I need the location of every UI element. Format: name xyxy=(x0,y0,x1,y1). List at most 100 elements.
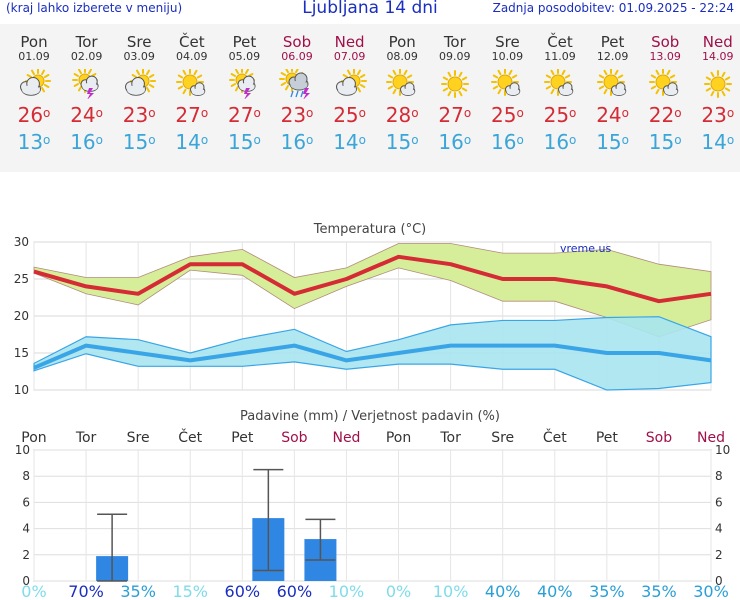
max-temperature: 25o xyxy=(543,103,577,127)
max-temperature-line xyxy=(33,254,712,304)
day-column: Čet 11.09 25o 16o xyxy=(534,24,586,172)
precipitation-day-label: Sre xyxy=(491,430,514,446)
min-temperature-line xyxy=(33,343,712,370)
sun-small-cloud-icon xyxy=(386,69,416,96)
precipitation-tick-label-right: 2 xyxy=(715,548,723,562)
sun-icon xyxy=(703,70,732,98)
min-temperature: 15o xyxy=(596,130,629,154)
day-name: Pon xyxy=(20,33,48,51)
max-temperature: 25o xyxy=(490,103,524,127)
precipitation-day-label: Čet xyxy=(543,428,567,446)
temperature-tick-label: 30 xyxy=(14,235,29,249)
precipitation-day-label: Pet xyxy=(231,430,254,446)
watermark: vreme.us xyxy=(560,242,612,255)
precipitation-tick-label-right: 10 xyxy=(715,443,730,457)
precipitation-probability: 35% xyxy=(120,582,156,600)
day-column: Tor 02.09 24o 16o xyxy=(61,24,113,172)
min-temperature: 13o xyxy=(17,130,51,154)
day-date: 14.09 xyxy=(702,50,734,63)
min-temperature: 14o xyxy=(333,130,366,154)
day-name: Sob xyxy=(651,33,680,51)
day-date: 08.09 xyxy=(386,50,418,63)
day-name: Ned xyxy=(702,33,733,51)
min-temperature: 14o xyxy=(701,130,735,154)
max-temperature: 22o xyxy=(648,103,682,127)
precipitation-day-label: Tor xyxy=(439,430,461,446)
precipitation-day-label: Pon xyxy=(21,430,46,446)
precipitation-day-label: Pon xyxy=(386,430,411,446)
day-name: Tor xyxy=(443,33,466,51)
day-name: Pet xyxy=(600,33,625,51)
day-date: 09.09 xyxy=(439,50,471,63)
sun-small-cloud-icon xyxy=(649,69,679,96)
day-date: 10.09 xyxy=(491,50,524,63)
sun-small-cloud-icon xyxy=(544,69,574,96)
day-name: Tor xyxy=(75,33,98,51)
max-temperature: 28o xyxy=(385,103,419,127)
daily-forecast-strip: Pon 01.09 26o 13o Tor 02.09 24o 16o Sre 03.09 23o 1… xyxy=(0,24,740,172)
max-temperature: 24o xyxy=(70,103,103,127)
header: (kraj lahko izberete v meniju) Ljubljana… xyxy=(0,0,740,22)
min-temperature: 16o xyxy=(490,130,524,154)
day-date: 11.09 xyxy=(544,50,576,63)
partly-cloudy-icon xyxy=(335,69,367,96)
day-name: Pon xyxy=(388,33,416,51)
day-date: 02.09 xyxy=(70,50,103,63)
day-column: Sob 06.09 23o 16o xyxy=(271,24,323,172)
day-name: Sob xyxy=(282,33,312,51)
day-date: 04.09 xyxy=(176,50,208,63)
precipitation-probability: 40% xyxy=(537,582,573,600)
precipitation-day-label: Sre xyxy=(127,430,150,446)
precipitation-tick-label-left: 0 xyxy=(22,574,30,588)
max-temperature: 23o xyxy=(701,103,735,127)
partly-cloudy-icon xyxy=(20,69,51,96)
max-temperature: 23o xyxy=(280,103,314,127)
precipitation-probability: 70% xyxy=(68,582,104,600)
temperature-tick-label: 20 xyxy=(14,309,29,323)
precipitation-probability: 35% xyxy=(641,582,677,600)
partly-cloudy-icon xyxy=(125,69,157,96)
precipitation-day-label: Čet xyxy=(178,428,202,446)
location-note: (kraj lahko izberete v meniju) xyxy=(6,1,183,15)
precipitation-tick-label-left: 8 xyxy=(22,469,30,483)
max-temperature: 26o xyxy=(17,103,51,127)
precipitation-probability: 60% xyxy=(225,582,261,600)
max-temperature: 24o xyxy=(596,103,629,127)
precipitation-probability: 35% xyxy=(589,582,625,600)
min-temperature: 16o xyxy=(70,130,103,154)
day-column: Sre 10.09 25o 16o xyxy=(481,24,533,172)
min-temperature: 15o xyxy=(227,130,261,154)
day-column: Sre 03.09 23o 15o xyxy=(113,24,165,172)
min-temperature: 15o xyxy=(648,130,682,154)
day-column: Pon 01.09 26o 13o xyxy=(8,24,60,172)
precipitation-probability: 0% xyxy=(386,582,411,600)
temperature-chart-title: Temperatura (°C) xyxy=(313,222,426,237)
min-temperature: 16o xyxy=(543,130,577,154)
precipitation-day-label: Ned xyxy=(332,430,360,446)
day-name: Sre xyxy=(495,33,520,51)
precipitation-tick-label-left: 6 xyxy=(22,495,30,509)
day-name: Sre xyxy=(126,33,152,51)
min-temperature: 16o xyxy=(438,130,472,154)
page-title: Ljubljana 14 dni xyxy=(302,0,438,18)
day-date: 03.09 xyxy=(123,50,155,63)
max-temperature: 27o xyxy=(175,103,209,127)
min-temperature: 15o xyxy=(122,130,156,154)
precipitation-tick-label-right: 4 xyxy=(715,522,723,536)
precipitation-plot-frame xyxy=(33,449,712,582)
day-column: Pet 12.09 24o 15o xyxy=(587,24,639,172)
day-date: 07.09 xyxy=(333,50,366,63)
day-date: 05.09 xyxy=(228,50,261,63)
precipitation-tick-label-left: 4 xyxy=(22,522,30,536)
day-column: Čet 04.09 27o 14o xyxy=(166,24,218,172)
min-temperature: 14o xyxy=(175,130,209,154)
day-column: Pon 08.09 28o 15o xyxy=(376,24,428,172)
precipitation-day-label: Sob xyxy=(281,430,307,446)
day-column: Pet 05.09 27o 15o xyxy=(218,24,270,172)
day-name: Čet xyxy=(547,33,573,51)
day-column: Ned 07.09 25o 14o xyxy=(324,24,376,172)
precipitation-day-label: Tor xyxy=(75,430,97,446)
sun-small-cloud-icon xyxy=(491,69,521,96)
precipitation-probability: 10% xyxy=(329,582,365,600)
last-update: Zadnja posodobitev: 01.09.2025 - 22:24 xyxy=(492,1,734,15)
